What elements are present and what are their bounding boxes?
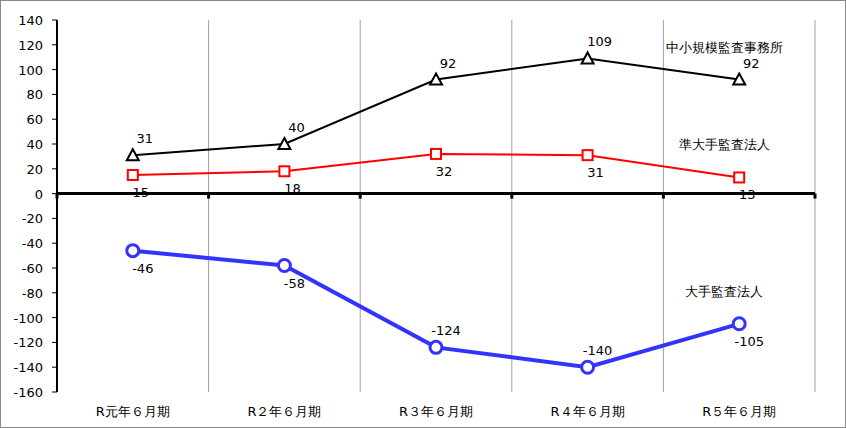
marker bbox=[583, 150, 593, 160]
marker bbox=[430, 74, 442, 85]
data-label: 31 bbox=[137, 131, 154, 146]
x-tick bbox=[359, 194, 362, 199]
marker bbox=[278, 260, 290, 272]
data-label: 32 bbox=[436, 164, 453, 179]
x-axis bbox=[57, 192, 815, 195]
y-tick-label: 120 bbox=[18, 38, 43, 53]
series-name: 大手監査法人 bbox=[685, 284, 763, 299]
marker bbox=[278, 138, 290, 149]
y-tick bbox=[52, 243, 57, 244]
marker bbox=[733, 318, 745, 330]
marker bbox=[279, 166, 289, 176]
y-tick-label: -100 bbox=[13, 311, 43, 326]
y-tick-label: -40 bbox=[22, 236, 43, 251]
grid-line bbox=[360, 20, 361, 392]
series-line bbox=[133, 58, 739, 155]
y-tick bbox=[52, 342, 57, 343]
y-tick bbox=[52, 94, 57, 95]
y-tick bbox=[52, 144, 57, 145]
marker bbox=[734, 172, 744, 182]
y-tick-label: 60 bbox=[26, 112, 43, 127]
y-tick-label: 140 bbox=[18, 13, 43, 28]
grid-line bbox=[815, 20, 816, 392]
data-label: 31 bbox=[587, 165, 604, 180]
y-tick-label: 80 bbox=[26, 87, 43, 102]
marker bbox=[128, 170, 138, 180]
y-tick bbox=[52, 317, 57, 318]
x-tick-label: R３年６月期 bbox=[399, 404, 473, 419]
marker bbox=[430, 341, 442, 353]
grid-line bbox=[511, 20, 512, 392]
series-line bbox=[133, 251, 739, 368]
y-tick bbox=[52, 44, 57, 45]
series-name: 準大手監査法人 bbox=[679, 137, 770, 152]
y-tick bbox=[52, 20, 57, 21]
data-label: -105 bbox=[734, 334, 764, 349]
marker bbox=[431, 149, 441, 159]
x-tick bbox=[207, 194, 210, 199]
chart: -160 -140 -120 -100 -80 -60 -40 -20 0 20 40 60 80 100… bbox=[0, 0, 846, 428]
y-tick bbox=[52, 119, 57, 120]
data-label: -140 bbox=[583, 343, 613, 358]
y-tick-label: -60 bbox=[22, 261, 43, 276]
x-tick bbox=[814, 194, 817, 199]
data-label: -58 bbox=[284, 276, 305, 291]
data-label: -124 bbox=[431, 323, 461, 338]
marker bbox=[127, 245, 139, 257]
x-tick-label: R元年６月期 bbox=[96, 404, 170, 419]
series-name: 中小規模監査事務所 bbox=[666, 40, 783, 55]
x-tick-label: R５年６月期 bbox=[702, 404, 776, 419]
data-label: -46 bbox=[132, 261, 153, 276]
x-tick-label: R２年６月期 bbox=[247, 404, 321, 419]
y-axis bbox=[56, 20, 58, 392]
y-tick-label: 40 bbox=[26, 137, 43, 152]
marker bbox=[582, 361, 594, 373]
y-tick-label: -120 bbox=[13, 335, 43, 350]
y-tick-label: -140 bbox=[13, 360, 43, 375]
data-label: 92 bbox=[440, 56, 457, 71]
frame bbox=[1, 1, 846, 428]
y-tick bbox=[52, 392, 57, 393]
grid-line bbox=[663, 20, 664, 392]
y-tick bbox=[52, 292, 57, 293]
data-label: 109 bbox=[587, 34, 612, 49]
grid-line bbox=[208, 20, 209, 392]
y-tick-label: -160 bbox=[13, 385, 43, 400]
y-tick-label: -20 bbox=[22, 211, 43, 226]
data-label: 15 bbox=[133, 185, 150, 200]
marker bbox=[733, 74, 745, 85]
marker bbox=[127, 149, 139, 160]
data-label: 18 bbox=[284, 181, 301, 196]
data-label: 13 bbox=[739, 187, 756, 202]
y-tick-label: 0 bbox=[35, 187, 43, 202]
y-tick bbox=[52, 218, 57, 219]
x-tick-label: R４年６月期 bbox=[551, 404, 625, 419]
data-label: 92 bbox=[743, 56, 760, 71]
y-tick-label: -80 bbox=[22, 286, 43, 301]
plot-area bbox=[127, 52, 745, 373]
y-tick bbox=[52, 268, 57, 269]
x-tick bbox=[56, 194, 59, 199]
x-tick bbox=[510, 194, 513, 199]
x-tick bbox=[662, 194, 665, 199]
data-label: 40 bbox=[288, 120, 305, 135]
y-tick bbox=[52, 168, 57, 169]
y-tick bbox=[52, 367, 57, 368]
y-tick-label: 100 bbox=[18, 63, 43, 78]
y-tick bbox=[52, 69, 57, 70]
marker bbox=[582, 52, 594, 63]
y-tick-label: 20 bbox=[26, 162, 43, 177]
